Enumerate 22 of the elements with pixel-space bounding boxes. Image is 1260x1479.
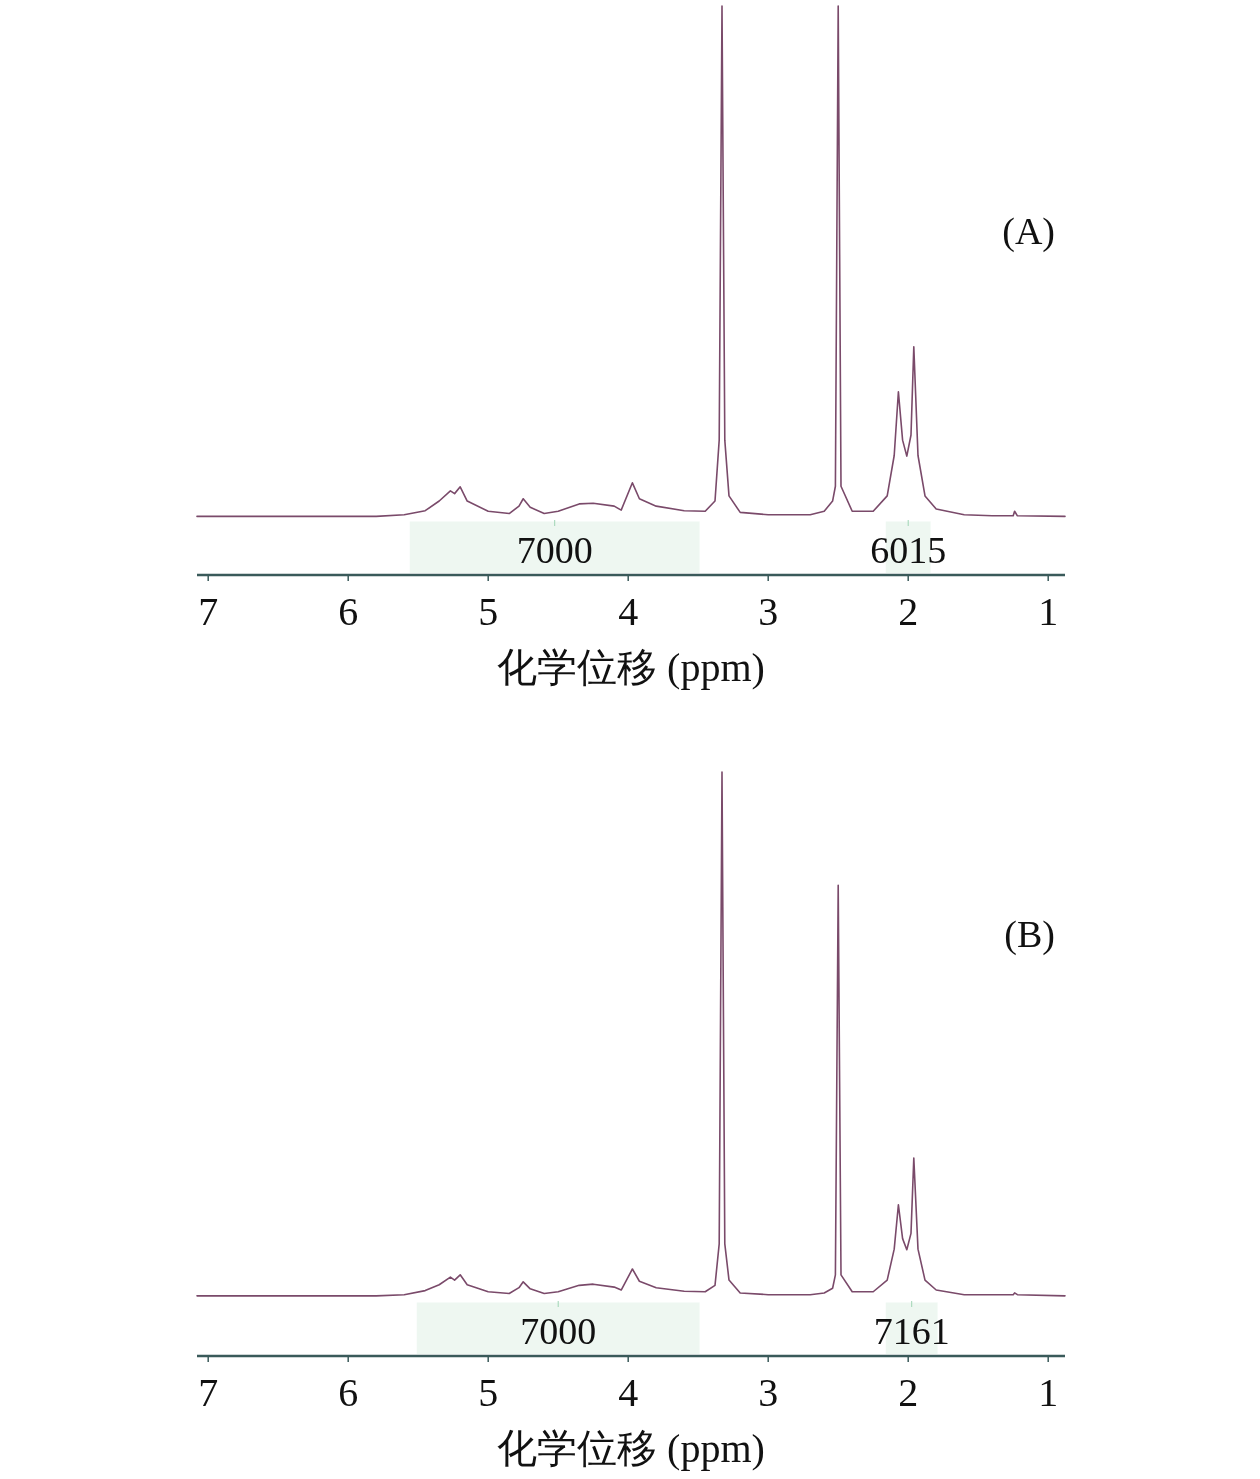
x-tick-label: 5 — [478, 1370, 499, 1415]
x-tick-label: 1 — [1038, 1370, 1059, 1415]
x-tick-label: 3 — [758, 589, 779, 634]
x-tick-label: 7 — [198, 589, 219, 634]
band-label: 7000 — [520, 1310, 597, 1352]
x-tick-label: 2 — [898, 1370, 919, 1415]
x-tick-label: 4 — [618, 1370, 639, 1415]
text: (B) — [1004, 913, 1055, 956]
x-tick-label: 5 — [478, 589, 499, 634]
band-label: 6015 — [870, 529, 947, 571]
x-axis-title: 化学位移 (ppm) — [497, 1426, 765, 1471]
text: (A) — [1002, 210, 1055, 253]
x-tick-label: 6 — [338, 1370, 359, 1415]
x-tick-label: 7 — [198, 1370, 219, 1415]
x-axis-title: 化学位移 (ppm) — [497, 645, 765, 690]
x-tick-label: 2 — [898, 589, 919, 634]
x-tick-label: 4 — [618, 589, 639, 634]
x-tick-label: 3 — [758, 1370, 779, 1415]
band-label: 7000 — [516, 529, 593, 571]
x-tick-label: 6 — [338, 589, 359, 634]
band-label: 7161 — [873, 1310, 950, 1352]
x-tick-label: 1 — [1038, 589, 1059, 634]
